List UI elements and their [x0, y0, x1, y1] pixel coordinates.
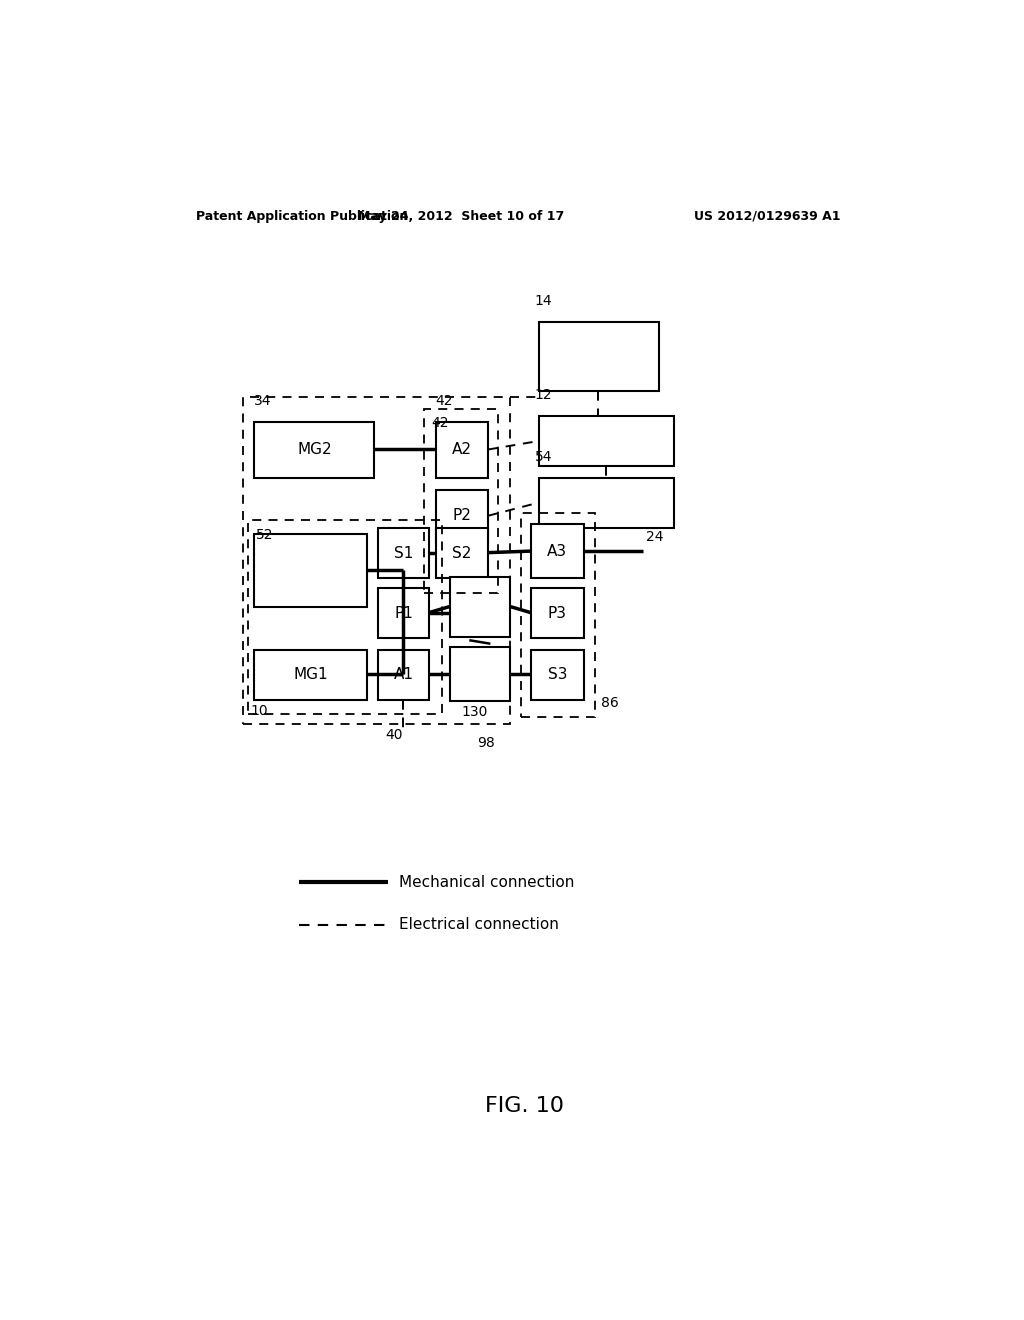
Bar — [531, 589, 584, 638]
Text: FIG. 10: FIG. 10 — [485, 1096, 564, 1115]
Text: S3: S3 — [548, 667, 567, 682]
Bar — [435, 422, 488, 478]
Bar — [435, 490, 488, 543]
Text: 40: 40 — [385, 729, 402, 742]
Bar — [254, 649, 367, 700]
Text: 52: 52 — [256, 528, 273, 543]
Text: US 2012/0129639 A1: US 2012/0129639 A1 — [693, 210, 841, 223]
Text: MG2: MG2 — [297, 442, 332, 457]
Text: MG1: MG1 — [293, 667, 328, 682]
Bar — [539, 478, 675, 528]
Text: 24: 24 — [646, 531, 664, 544]
Text: S2: S2 — [453, 545, 472, 561]
Text: A1: A1 — [393, 667, 414, 682]
Text: P2: P2 — [453, 508, 471, 523]
Bar — [450, 577, 510, 636]
Bar — [378, 649, 429, 700]
Bar — [248, 520, 442, 714]
Bar — [531, 649, 584, 700]
Text: 86: 86 — [601, 697, 618, 710]
Bar — [254, 535, 367, 607]
Bar — [424, 409, 498, 594]
Bar — [531, 524, 584, 578]
Bar — [539, 416, 675, 466]
Text: 14: 14 — [535, 294, 553, 308]
Bar — [254, 422, 375, 478]
Text: 98: 98 — [477, 737, 495, 750]
Text: 42: 42 — [432, 416, 450, 430]
Text: S1: S1 — [394, 545, 414, 561]
Text: P1: P1 — [394, 606, 413, 620]
Bar — [521, 512, 595, 717]
Bar — [378, 589, 429, 638]
Text: 12: 12 — [535, 388, 553, 403]
Bar — [378, 528, 429, 578]
Text: A2: A2 — [452, 442, 472, 457]
Text: 34: 34 — [254, 393, 271, 408]
Bar — [539, 322, 658, 391]
Bar — [243, 397, 510, 725]
Bar — [450, 647, 510, 701]
Text: 42: 42 — [435, 393, 454, 408]
Bar — [435, 528, 488, 578]
Text: 10: 10 — [251, 704, 268, 718]
Text: 54: 54 — [535, 450, 552, 465]
Text: P3: P3 — [548, 606, 567, 620]
Text: 130: 130 — [461, 705, 487, 719]
Text: Mechanical connection: Mechanical connection — [399, 875, 574, 890]
Text: May 24, 2012  Sheet 10 of 17: May 24, 2012 Sheet 10 of 17 — [358, 210, 564, 223]
Text: A3: A3 — [547, 544, 567, 558]
Text: Electrical connection: Electrical connection — [399, 917, 559, 932]
Text: Patent Application Publication: Patent Application Publication — [197, 210, 409, 223]
